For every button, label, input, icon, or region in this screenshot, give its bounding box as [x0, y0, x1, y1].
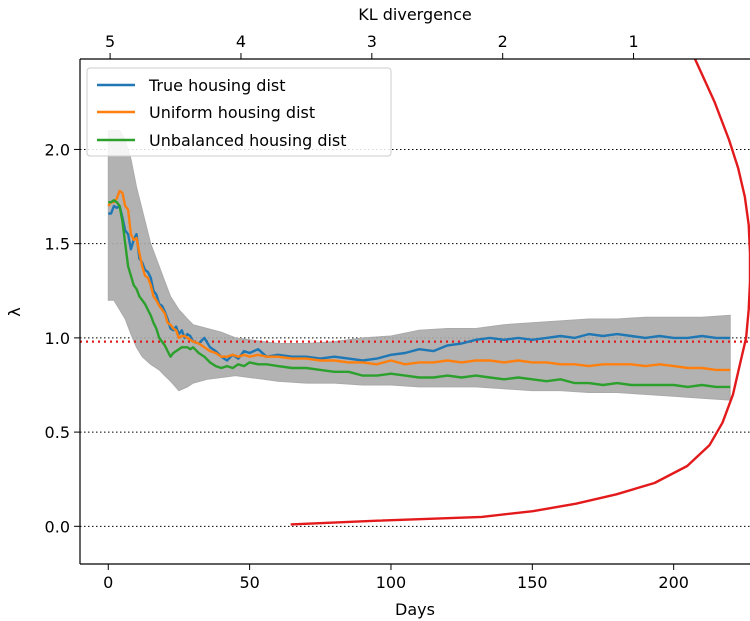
x-tick-label: 50 [239, 573, 259, 592]
x-axis-label: Days [395, 600, 435, 619]
y-tick-label: 0.5 [45, 423, 70, 442]
top-axis-label: KL divergence [358, 5, 471, 24]
x-tick-label: 100 [376, 573, 407, 592]
legend-box [86, 67, 392, 157]
top-tick-label: 4 [236, 32, 246, 51]
series-line-1 [107, 189, 731, 372]
top-tick-label: 5 [105, 32, 115, 51]
y-axis-label: λ [5, 307, 24, 316]
top-tick-label: 3 [367, 32, 377, 51]
kl-curve-line [290, 58, 750, 526]
series-lines [107, 189, 731, 389]
y-tick-label: 0.0 [45, 517, 70, 536]
y-tick-label: 1.0 [45, 329, 70, 348]
y-tick-label: 1.5 [45, 235, 70, 254]
kl-divergence-curve [290, 58, 750, 526]
top-tick-label: 2 [498, 32, 508, 51]
legend: True housing dist Uniform housing dist U… [86, 67, 392, 157]
series-line-2 [108, 199, 731, 389]
top-tick-label: 1 [628, 32, 638, 51]
legend-label-true-housing: True housing dist [148, 76, 286, 95]
legend-label-unbalanced-housing: Unbalanced housing dist [149, 131, 347, 150]
x-tick-label: 200 [658, 573, 689, 592]
tick-marks: 0 50 100 150 200 0.0 0.5 1.0 1.5 2.0 5 4 3 2 1 [45, 32, 689, 592]
x-tick-label: 0 [103, 573, 113, 592]
x-tick-label: 150 [517, 573, 548, 592]
axes-frame [79, 58, 750, 565]
legend-label-uniform-housing: Uniform housing dist [149, 103, 315, 122]
y-tick-label: 2.0 [45, 140, 70, 159]
